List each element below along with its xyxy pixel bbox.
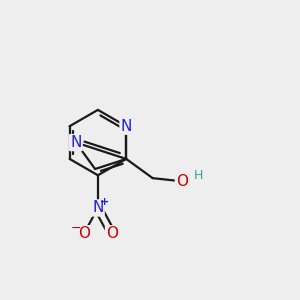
Text: O: O (176, 174, 188, 189)
Text: O: O (106, 226, 118, 241)
Text: −: − (71, 222, 82, 235)
Text: H: H (194, 169, 204, 182)
Text: N: N (121, 119, 132, 134)
Text: N: N (70, 135, 82, 150)
Text: O: O (78, 226, 90, 241)
Text: +: + (100, 197, 109, 207)
Text: N: N (92, 200, 103, 215)
